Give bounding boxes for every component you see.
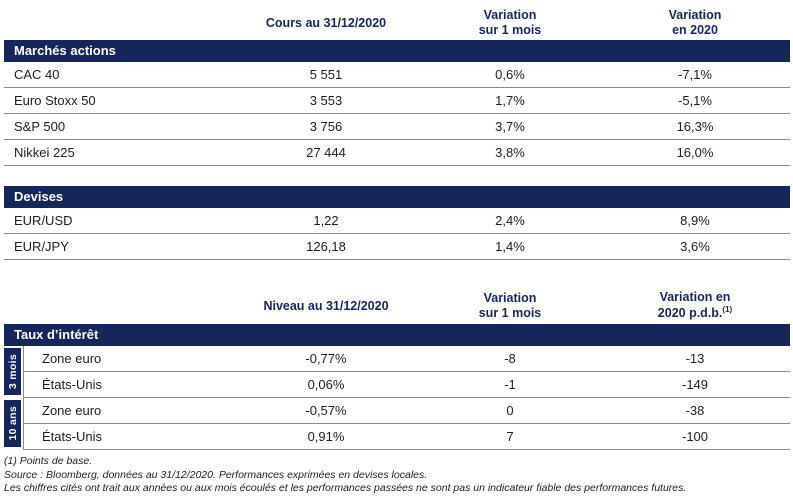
table-row-3m-zone-euro: Zone euro -0,77% -8 -13	[24, 346, 790, 372]
table3-header-var-2020-bp: Variation en 2020 p.d.b.(1)	[604, 290, 786, 321]
table3-header-var-2020-bp-line1: Variation en	[659, 290, 731, 305]
vertical-label-10-ans: 10 ans	[4, 400, 21, 447]
footnote-ref-1: (1)	[722, 305, 733, 315]
table3-header-var-1m-line2: sur 1 mois	[478, 306, 542, 320]
table1-header-var-1m-line2: sur 1 mois	[478, 23, 542, 37]
row-var-2020: 16,0%	[676, 145, 714, 160]
table-row-eurostoxx50: Euro Stoxx 50 3 553 1,7% -5,1%	[4, 88, 790, 114]
row-price: 3 756	[309, 119, 343, 134]
row-price: 1,22	[313, 213, 339, 228]
table1-header-var-2020: Variation en 2020	[604, 8, 786, 38]
row-label: S&P 500	[14, 119, 66, 134]
row-price: 5 551	[309, 67, 343, 82]
row-var-1m: 3,7%	[495, 119, 525, 134]
table-row-3m-etats-unis: États-Unis 0,06% -1 -149	[24, 372, 790, 398]
table3-header-var-2020-bp-line2: 2020 p.d.b.(1)	[604, 305, 786, 321]
row-price: 27 444	[306, 145, 346, 160]
table-row-eurusd: EUR/USD 1,22 2,4% 8,9%	[4, 208, 790, 234]
row-var-2020-bp: -100	[681, 429, 709, 444]
row-var-1m: 3,8%	[495, 145, 525, 160]
footnote-points-de-base: (1) Points de base.	[4, 455, 93, 467]
row-var-1m: 0,6%	[495, 67, 525, 82]
row-label: États-Unis	[42, 429, 102, 444]
row-var-2020: 16,3%	[676, 119, 714, 134]
row-label: Nikkei 225	[14, 145, 75, 160]
table-row-10a-etats-unis: États-Unis 0,91% 7 -100	[24, 424, 790, 450]
row-label: Zone euro	[42, 351, 102, 366]
table1-header-var-1m-line1: Variation	[483, 8, 537, 22]
taux-group-10-ans: 10 ans Zone euro -0,57% 0 -38 États-Unis…	[4, 398, 790, 450]
table-row-sp500: S&P 500 3 756 3,7% 16,3%	[4, 114, 790, 140]
vertical-label-text: 3 mois	[6, 353, 19, 390]
row-var-1m: -1	[504, 377, 516, 392]
row-var-2020: 3,6%	[680, 239, 710, 254]
footnote-source: Source : Bloomberg, données au 31/12/202…	[4, 468, 428, 481]
table1-header-var-2020-line2: en 2020	[672, 23, 718, 37]
table-row-eurjpy: EUR/JPY 126,18 1,4% 3,6%	[4, 234, 790, 260]
row-price: 3 553	[309, 93, 343, 108]
section-header-marches-actions: Marchés actions	[4, 40, 790, 62]
section-gap	[4, 166, 790, 186]
row-level: 0,91%	[307, 429, 345, 444]
vertical-label-text: 10 ans	[6, 406, 19, 441]
row-var-1m: 2,4%	[495, 213, 525, 228]
row-label: Zone euro	[42, 403, 102, 418]
taux-group-3-mois: 3 mois Zone euro -0,77% -8 -13 États-Uni…	[4, 346, 790, 398]
row-level: 0,06%	[307, 377, 345, 392]
row-var-2020: -7,1%	[678, 67, 712, 82]
table3-header-level: Niveau au 31/12/2020	[263, 298, 389, 313]
table3-header-row: Niveau au 31/12/2020 Variation sur 1 moi…	[4, 288, 790, 324]
section-header-taux-interet: Taux d’intérêt	[4, 324, 790, 346]
section-gap	[4, 260, 790, 288]
table3-header-var-1m-line1: Variation	[483, 291, 537, 305]
row-label: EUR/JPY	[14, 239, 69, 254]
vertical-label-3-mois: 3 mois	[4, 348, 21, 395]
row-level: -0,57%	[305, 403, 347, 418]
row-var-2020-bp: -13	[685, 351, 705, 366]
table-row-10a-zone-euro: Zone euro -0,57% 0 -38	[24, 398, 790, 424]
footnotes: (1) Points de base. Source : Bloomberg, …	[4, 455, 790, 496]
row-label: Euro Stoxx 50	[14, 93, 96, 108]
row-var-1m: -8	[504, 351, 516, 366]
row-label: CAC 40	[14, 67, 60, 82]
section-header-devises: Devises	[4, 186, 790, 208]
footnote-disclaimer: Les chiffres cités ont trait aux années …	[4, 482, 687, 494]
bp-label: 2020 p.d.b.	[657, 306, 723, 321]
row-var-1m: 7	[506, 429, 514, 444]
row-level: -0,77%	[305, 351, 347, 366]
table1-header-price: Cours au 31/12/2020	[265, 15, 387, 30]
row-var-1m: 1,7%	[495, 93, 525, 108]
table1-header-row: Cours au 31/12/2020 Variation sur 1 mois…	[4, 6, 790, 40]
row-label: États-Unis	[42, 377, 102, 392]
row-var-1m: 0	[506, 403, 514, 418]
row-var-2020-bp: -149	[681, 377, 709, 392]
taux-rows-3-mois: Zone euro -0,77% -8 -13 États-Unis 0,06%…	[23, 346, 790, 398]
table-row-nikkei225: Nikkei 225 27 444 3,8% 16,0%	[4, 140, 790, 166]
table3-header-var-1m: Variation sur 1 mois	[416, 291, 604, 321]
row-var-2020: -5,1%	[678, 93, 712, 108]
row-var-1m: 1,4%	[495, 239, 525, 254]
table1-header-var-2020-line1: Variation	[668, 8, 722, 22]
row-price: 126,18	[306, 239, 346, 254]
row-label: EUR/USD	[14, 213, 73, 228]
row-var-2020-bp: -38	[685, 403, 705, 418]
table-row-cac40: CAC 40 5 551 0,6% -7,1%	[4, 62, 790, 88]
row-var-2020: 8,9%	[680, 213, 710, 228]
taux-rows-10-ans: Zone euro -0,57% 0 -38 États-Unis 0,91% …	[23, 398, 790, 450]
table1-header-var-1m: Variation sur 1 mois	[416, 8, 604, 38]
